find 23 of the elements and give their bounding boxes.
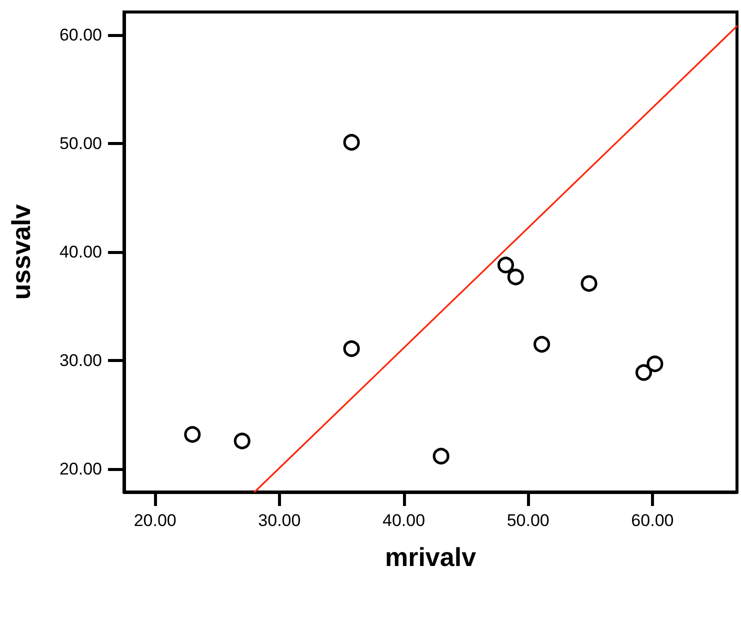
point [184,426,201,443]
point [507,268,524,286]
point [432,448,450,464]
x-axis-title: mrivalv [384,542,477,572]
x-tick-label: 60.00 [631,511,674,530]
x-tick-label: 30.00 [258,511,301,530]
point [646,356,664,372]
y-axis-title: ussvalv [6,204,36,300]
point [343,134,360,151]
point [635,364,652,381]
point [497,256,514,274]
x-tick-label: 40.00 [382,511,426,530]
y-tick-label: 50.00 [59,134,102,153]
point [234,432,250,450]
x-tick-label: 50.00 [506,511,550,530]
point [534,336,550,353]
point [580,275,598,292]
y-tick-label: 20.00 [59,460,102,479]
y-tick-label: 30.00 [59,351,102,370]
x-tick-label: 20.00 [134,511,176,530]
y-tick-label: 60.00 [59,25,102,44]
y-tick-label: 40.00 [59,242,102,262]
point [343,340,360,357]
